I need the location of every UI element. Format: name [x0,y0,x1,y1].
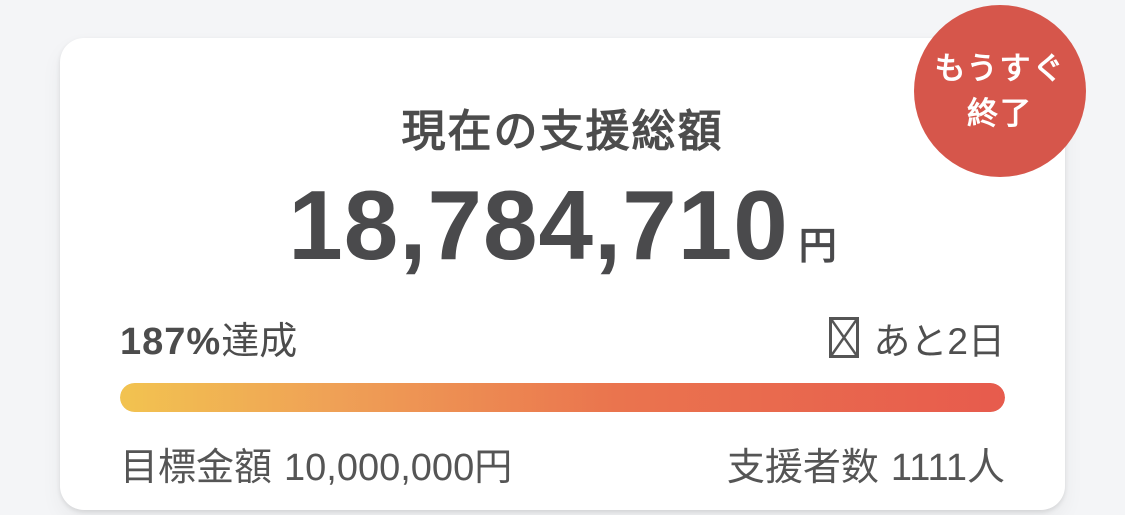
total-amount-value: 18,784,710 [288,170,789,280]
progress-percent: 187%達成 [120,310,297,365]
total-amount: 18,784,710 円 [60,176,1065,274]
progress-percent-suffix: 達成 [221,321,298,363]
deadline: あと2日 [829,311,1005,365]
progress-bar-fill [120,383,1005,412]
ending-soon-badge-line1: もうすぐ [934,51,1066,86]
ending-soon-badge-line2: 終了 [967,96,1033,131]
goal-amount-value: 10,000,000円 [284,447,513,489]
deadline-text: あと2日 [873,320,1005,362]
funding-summary-card: 現在の支援総額 18,784,710 円 187%達成 あと2日 [60,38,1065,510]
broken-image-icon [829,317,860,358]
bottom-row: 目標金額 10,000,000円 支援者数 1111人 [120,436,1005,491]
supporters-count: 支援者数 1111人 [727,436,1005,491]
supporters-count-label: 支援者数 [726,447,879,489]
total-amount-unit: 円 [798,226,837,268]
ending-soon-badge: もうすぐ 終了 [914,5,1086,177]
goal-amount: 目標金額 10,000,000円 [120,436,512,491]
supporters-count-value: 1111人 [890,447,1005,489]
progress-percent-value: 187% [120,321,222,363]
progress-bar [120,383,1005,412]
goal-amount-label: 目標金額 [120,447,273,489]
stats-row: 187%達成 あと2日 [120,310,1005,365]
card-title: 現在の支援総額 [401,107,724,156]
